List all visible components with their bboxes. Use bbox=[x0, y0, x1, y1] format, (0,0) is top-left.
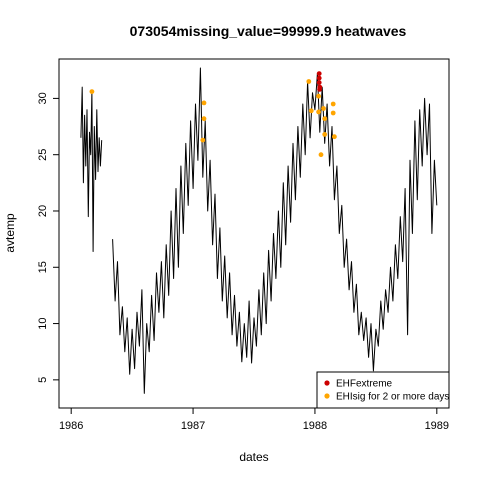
ehisig-point-4 bbox=[306, 79, 312, 84]
legend-box bbox=[316, 371, 450, 409]
ehisig-point-9 bbox=[321, 106, 326, 111]
y-tick-label-20: 20 bbox=[37, 205, 49, 217]
x-axis-label: dates bbox=[239, 450, 268, 464]
ehisig-point-14 bbox=[332, 134, 337, 140]
ehisig-point-3 bbox=[200, 137, 206, 143]
y-tick-label-5: 5 bbox=[37, 377, 49, 383]
legend-marker-ehisig bbox=[324, 393, 330, 399]
y-tick-label-25: 25 bbox=[37, 149, 49, 161]
ehisig-point-13 bbox=[330, 110, 336, 116]
ehisig-point-5 bbox=[308, 108, 314, 114]
ehisig-point-10 bbox=[322, 116, 328, 122]
x-axis: 1986 1987 1988 1989 bbox=[59, 407, 449, 432]
ehfextreme-point-0 bbox=[316, 71, 322, 76]
ehisig-point-6 bbox=[316, 93, 321, 99]
ehfextreme-point-1 bbox=[316, 75, 322, 81]
ehisig-point-1 bbox=[201, 100, 207, 106]
legend-label-ehisig: EHIsig for 2 or more days bbox=[336, 392, 449, 403]
ehisig-point-7 bbox=[316, 109, 321, 115]
x-tick-label-1988: 1988 bbox=[303, 420, 327, 432]
ehfextreme-point-4 bbox=[317, 84, 323, 90]
legend-label-ehfextreme: EHFextreme bbox=[336, 379, 393, 390]
x-tick-label-1986: 1986 bbox=[59, 420, 83, 432]
temperature-line-segment-1 bbox=[112, 67, 438, 394]
data-series bbox=[80, 67, 438, 394]
y-tick-label-30: 30 bbox=[37, 92, 49, 104]
legend: EHFextreme EHIsig for 2 or more days bbox=[316, 371, 450, 409]
y-tick-label-10: 10 bbox=[37, 317, 49, 329]
heatwave-markers bbox=[89, 71, 337, 158]
temperature-line-segment-0 bbox=[80, 86, 103, 252]
ehisig-point-12 bbox=[330, 101, 336, 107]
x-tick-label-1987: 1987 bbox=[181, 420, 205, 432]
y-tick-label-15: 15 bbox=[37, 261, 49, 273]
legend-marker-ehfextreme bbox=[324, 380, 330, 386]
ehisig-point-11 bbox=[322, 132, 328, 137]
ehisig-point-8 bbox=[318, 152, 324, 158]
y-axis: 5 10 15 20 25 30 bbox=[37, 92, 60, 383]
y-axis-label: avtemp bbox=[3, 213, 17, 253]
plot-frame bbox=[58, 58, 450, 409]
x-tick-label-1989: 1989 bbox=[425, 420, 449, 432]
chart-title: 073054missing_value=99999.9 heatwaves bbox=[130, 23, 407, 39]
ehfextreme-point-2 bbox=[316, 80, 322, 85]
ehisig-point-2 bbox=[201, 116, 207, 122]
ehisig-point-0 bbox=[89, 89, 95, 94]
